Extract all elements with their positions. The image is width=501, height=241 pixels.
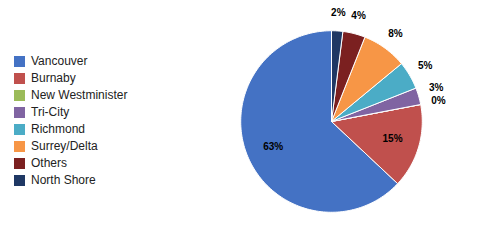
svg-text:3%: 3%: [429, 82, 444, 93]
html-text:New Westminister: New Westminister: [31, 88, 128, 102]
svg-text:4%: 4%: [351, 10, 366, 21]
html-text:Tri-City: Tri-City: [31, 105, 70, 119]
svg-text:5%: 5%: [418, 60, 433, 71]
svg-text:8%: 8%: [388, 27, 403, 38]
html-text:Others: Others: [31, 156, 67, 170]
html-text:Surrey/Delta: Surrey/Delta: [31, 139, 98, 153]
svg-text:0%: 0%: [431, 95, 446, 106]
svg-text:2%: 2%: [331, 6, 346, 17]
html-text:North Shore: North Shore: [31, 173, 96, 187]
html-text:Richmond: Richmond: [31, 122, 85, 136]
svg-text:15%: 15%: [383, 133, 403, 144]
html-text:Vancouver: Vancouver: [31, 54, 88, 68]
html-text:Burnaby: Burnaby: [31, 71, 76, 85]
svg-text:63%: 63%: [263, 140, 283, 151]
